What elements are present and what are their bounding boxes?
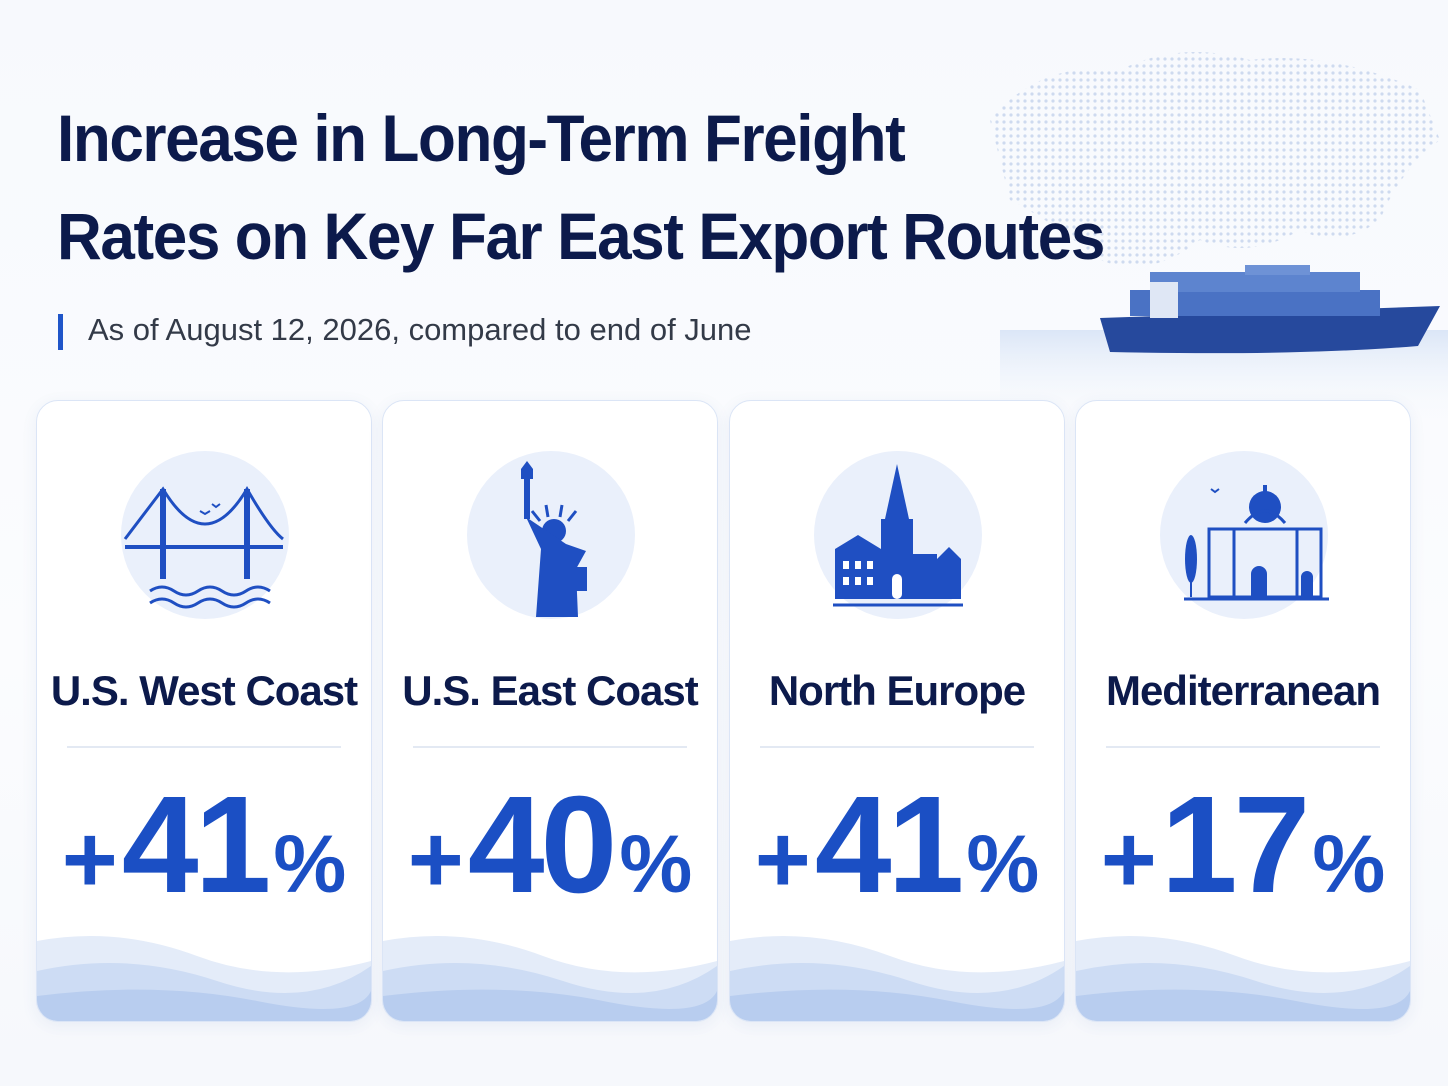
route-card: U.S. East Coast +40% bbox=[382, 400, 718, 1022]
title-line: Increase in Long-Term Freight bbox=[57, 101, 906, 175]
region-label: U.S. East Coast bbox=[402, 667, 698, 714]
region-label: Mediterranean bbox=[1105, 667, 1381, 714]
route-card: U.S. West Coast +41% bbox=[36, 400, 372, 1022]
rate-sign: + bbox=[754, 806, 811, 913]
divider bbox=[413, 746, 687, 748]
rate-change: +41% bbox=[37, 766, 371, 925]
divider bbox=[760, 746, 1034, 748]
divider bbox=[1106, 746, 1380, 748]
route-icon bbox=[121, 451, 289, 619]
wave-decoration bbox=[1076, 936, 1410, 1021]
rate-number: 17 bbox=[1160, 768, 1310, 922]
rate-sign: + bbox=[407, 806, 464, 913]
rate-change: +41% bbox=[730, 766, 1064, 925]
route-card: North Europe +41% bbox=[729, 400, 1065, 1022]
route-icon bbox=[1160, 451, 1329, 619]
rate-unit: % bbox=[966, 819, 1040, 910]
subtitle-bar bbox=[58, 314, 63, 350]
wave-decoration bbox=[383, 936, 717, 1021]
divider bbox=[67, 746, 341, 748]
rate-number: 41 bbox=[121, 768, 271, 922]
wave-decoration bbox=[730, 936, 1064, 1021]
title-line: Rates on Key Far East Export Routes bbox=[57, 199, 1105, 273]
route-card: Mediterranean +17% bbox=[1075, 400, 1411, 1022]
rate-number: 40 bbox=[467, 768, 617, 922]
rate-sign: + bbox=[61, 806, 118, 913]
region-label: U.S. West Coast bbox=[50, 667, 358, 714]
subtitle: As of August 12, 2026, compared to end o… bbox=[88, 312, 752, 347]
rate-unit: % bbox=[1312, 819, 1386, 910]
route-icon bbox=[814, 451, 982, 619]
wave-decoration bbox=[37, 936, 371, 1021]
rate-change: +40% bbox=[383, 766, 717, 925]
rate-change: +17% bbox=[1076, 766, 1410, 925]
rate-unit: % bbox=[619, 819, 693, 910]
route-icon bbox=[467, 451, 635, 619]
rate-number: 41 bbox=[814, 768, 964, 922]
region-label: North Europe bbox=[768, 667, 1026, 714]
rate-sign: + bbox=[1100, 806, 1157, 913]
rate-unit: % bbox=[273, 819, 347, 910]
